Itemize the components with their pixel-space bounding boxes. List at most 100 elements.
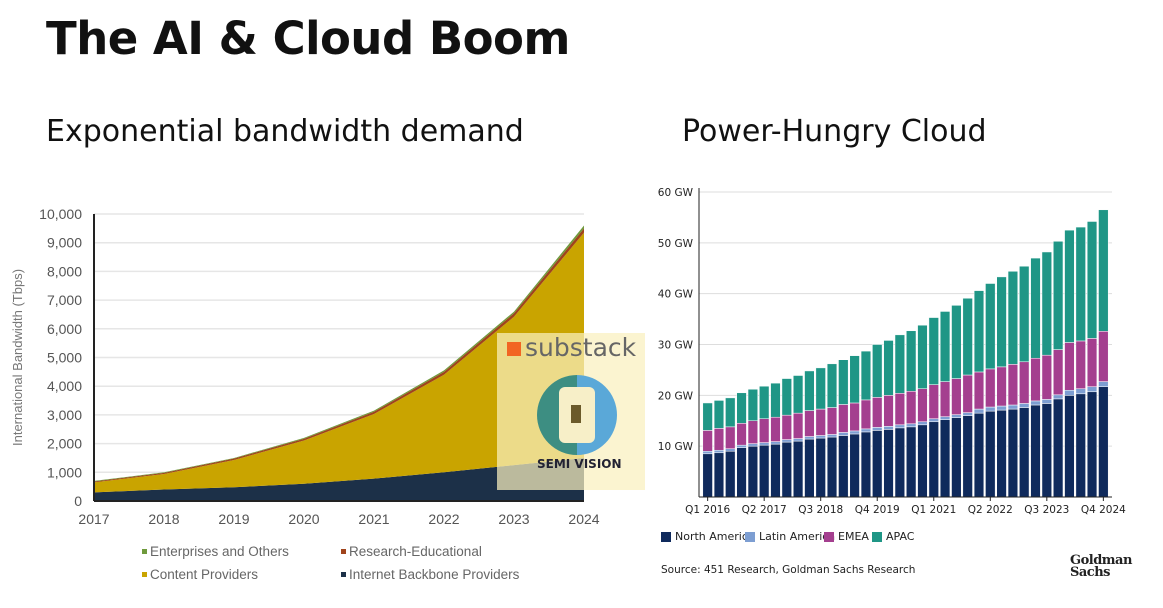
legend-item: Internet Backbone Providers xyxy=(341,567,519,582)
bar-emea xyxy=(826,407,838,435)
x-tick-label: Q2 2017 xyxy=(742,504,787,516)
y-tick-label: 1,000 xyxy=(47,464,82,480)
bar-apac xyxy=(928,317,939,385)
bar-apac xyxy=(894,334,905,394)
bar-latin-america xyxy=(1030,400,1041,406)
bar-north-america xyxy=(1064,395,1075,498)
bar-apac xyxy=(1086,221,1098,339)
bar-latin-america xyxy=(770,441,781,445)
bar-emea xyxy=(996,366,1007,407)
slide-title: The AI & Cloud Boom xyxy=(46,12,570,65)
bar-apac xyxy=(1053,241,1064,350)
bar-apac xyxy=(1075,226,1086,342)
legend-label: Research-Educational xyxy=(349,544,482,559)
semi-vision-logo-icon xyxy=(537,375,617,455)
x-tick-label: Q1 2021 xyxy=(911,504,956,516)
bar-north-america xyxy=(996,409,1007,498)
y-tick-label: 3,000 xyxy=(47,407,82,423)
bar-north-america xyxy=(792,440,804,498)
legend-swatch xyxy=(341,549,346,554)
legend-label: North America xyxy=(675,530,755,543)
bar-north-america xyxy=(939,419,951,498)
bar-apac xyxy=(939,311,951,382)
bar-latin-america xyxy=(1019,403,1030,408)
bar-emea xyxy=(917,388,928,423)
bar-north-america xyxy=(1041,403,1052,498)
bar-latin-america xyxy=(951,414,962,418)
bar-north-america xyxy=(1030,404,1041,498)
legend-swatch xyxy=(824,531,834,542)
bar-emea xyxy=(804,410,815,437)
bar-latin-america xyxy=(804,436,815,440)
bar-apac xyxy=(872,344,883,398)
bar-north-america xyxy=(838,435,849,498)
bar-apac xyxy=(906,330,917,392)
x-tick-label: 2018 xyxy=(148,511,179,527)
bar-apac xyxy=(1064,229,1075,343)
bar-emea xyxy=(1064,342,1075,391)
x-tick-label: 2017 xyxy=(78,511,109,527)
legend-item: APAC xyxy=(872,530,914,543)
watermark-brand: substack xyxy=(525,333,637,362)
area-internet-backbone-providers xyxy=(94,457,584,501)
bar-north-america xyxy=(1098,386,1109,498)
bar-latin-america xyxy=(826,434,838,438)
legend-item: Research-Educational xyxy=(341,544,482,559)
area-content-providers xyxy=(94,232,584,493)
legend-item: Latin America xyxy=(745,530,835,543)
bar-north-america xyxy=(1075,393,1086,498)
bar-apac xyxy=(1007,271,1019,365)
bar-latin-america xyxy=(883,426,894,430)
bar-emea xyxy=(713,428,725,451)
y-tick-label: 40 GW xyxy=(658,289,694,301)
y-tick-label: 10,000 xyxy=(39,206,82,222)
bar-north-america xyxy=(770,443,781,498)
bar-latin-america xyxy=(725,448,736,452)
legend-swatch xyxy=(142,549,147,554)
bar-latin-america xyxy=(894,424,905,429)
bar-latin-america xyxy=(702,451,713,455)
right-chart-title: Power-Hungry Cloud xyxy=(682,114,987,149)
bar-north-america xyxy=(736,447,747,498)
bar-latin-america xyxy=(713,449,725,454)
bar-apac xyxy=(826,363,838,408)
bar-latin-america xyxy=(838,432,849,436)
source-note: Source: 451 Research, Goldman Sachs Rese… xyxy=(661,564,916,576)
bar-emea xyxy=(962,374,973,413)
bar-latin-america xyxy=(860,428,872,433)
legend-item: Content Providers xyxy=(142,567,258,582)
bar-emea xyxy=(792,412,804,439)
bar-emea xyxy=(770,416,781,442)
bar-north-america xyxy=(725,451,736,498)
legend-swatch xyxy=(661,531,671,542)
bar-emea xyxy=(1098,331,1109,382)
bar-emea xyxy=(1086,338,1098,387)
bar-north-america xyxy=(804,438,815,498)
substack-logo: substack xyxy=(507,333,636,362)
bar-latin-america xyxy=(906,423,917,428)
bar-apac xyxy=(996,276,1007,368)
bar-emea xyxy=(815,408,826,436)
y-tick-label: 30 GW xyxy=(658,340,694,352)
y-tick-label: 7,000 xyxy=(47,292,82,308)
y-tick-label: 10 GW xyxy=(658,441,694,453)
watermark: substack SEMI VISION xyxy=(497,333,645,490)
bar-north-america xyxy=(815,437,826,498)
legend-label: Internet Backbone Providers xyxy=(349,567,520,582)
x-tick-label: 2021 xyxy=(358,511,389,527)
legend-label: EMEA xyxy=(838,530,869,543)
x-tick-label: Q4 2024 xyxy=(1081,504,1126,516)
bar-apac xyxy=(1041,251,1052,356)
bar-north-america xyxy=(1053,398,1064,498)
bar-north-america xyxy=(985,410,996,498)
legend-swatch xyxy=(745,531,755,542)
bar-apac xyxy=(1019,265,1030,363)
bar-emea xyxy=(736,423,747,446)
x-tick-label: 2022 xyxy=(428,511,459,527)
bar-emea xyxy=(985,368,996,408)
bar-apac xyxy=(962,297,973,376)
y-tick-label: 4,000 xyxy=(47,378,82,394)
bar-apac xyxy=(804,370,815,411)
bar-apac xyxy=(770,382,781,418)
goldman-sachs-logo: Goldman Sachs xyxy=(1070,553,1132,580)
